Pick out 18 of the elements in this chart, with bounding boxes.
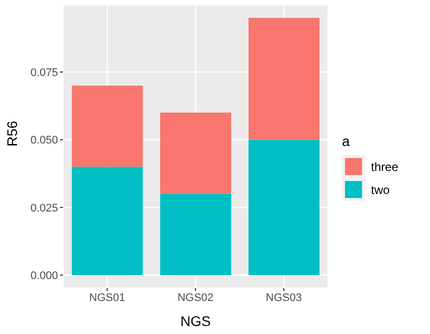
y-tick-label: 0.025 [30, 202, 58, 214]
bar [72, 166, 143, 276]
bar [248, 18, 320, 140]
legend-label: three [371, 160, 398, 174]
x-tick-label: NGS03 [266, 292, 302, 304]
x-tick-label: NGS01 [89, 292, 126, 304]
legend-title: a [342, 133, 351, 149]
y-tick-label: 0.050 [30, 134, 58, 147]
y-axis-title: R56 [4, 120, 20, 146]
bar [160, 112, 232, 194]
legend-label: two [371, 182, 390, 196]
bar [72, 86, 143, 167]
y-tick-label: 0.075 [30, 66, 58, 79]
x-tick-label: NGS02 [177, 292, 214, 304]
x-axis-title: NGS [180, 313, 211, 329]
y-tick-label: 0.000 [30, 270, 58, 282]
bar [160, 194, 232, 276]
bar [248, 140, 320, 276]
